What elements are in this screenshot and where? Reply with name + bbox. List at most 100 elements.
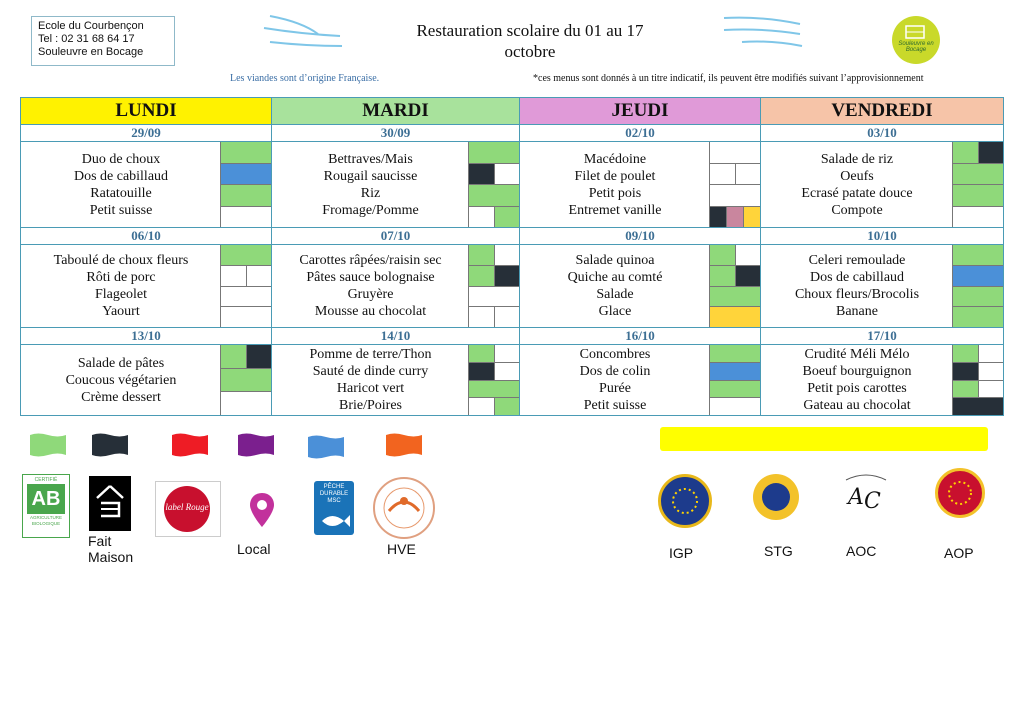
label-tags [952, 142, 1003, 227]
day-header-jeudi: JEUDI [519, 97, 761, 125]
aoc-mark-icon: A C [845, 474, 887, 514]
label-tag-green [953, 307, 1003, 327]
label-tag-blue [221, 163, 271, 184]
page-title: Restauration scolaire du 01 au 17 octobr… [380, 20, 680, 62]
dish-list: Concombres Dos de colin Purée Petit suisse [520, 345, 710, 415]
dish-name: Duo de choux [81, 151, 161, 167]
label-tag-pink [726, 206, 743, 227]
label-tag-white [469, 398, 494, 415]
label-tags [468, 345, 519, 415]
tag-row [221, 345, 271, 369]
tag-row [469, 362, 519, 381]
dish-name: Petit suisse [89, 202, 153, 218]
dish-name: Fromage/Pomme [322, 202, 419, 218]
hve-emblem-icon [383, 487, 425, 529]
label-tags [468, 142, 519, 227]
label-tag-white [977, 380, 1003, 398]
label-tag-white [221, 307, 271, 327]
label-tag-blue [953, 265, 1003, 286]
school-phone: Tel : 02 31 68 64 17 [38, 33, 135, 45]
label-tag-green [469, 345, 494, 362]
label-tag-yellow [710, 307, 760, 327]
tag-row [710, 362, 760, 381]
label-tag-black [469, 163, 494, 184]
tag-row [221, 245, 271, 266]
tag-row [710, 345, 760, 363]
label-tag-green [710, 265, 735, 286]
yellow-highlight-bar [660, 427, 988, 451]
weekly-menu-table: LUNDI MARDI JEUDI VENDREDI 29/09 30/09 02/10 03… [20, 97, 1004, 416]
label-tag-green [221, 368, 271, 392]
tag-row [710, 286, 760, 308]
label-tag-green [221, 185, 271, 206]
town-logo-icon [905, 25, 925, 39]
tag-row [469, 380, 519, 399]
menu-date: 17/10 [760, 327, 1004, 345]
label-tag-green [469, 142, 519, 163]
map-pin-icon [250, 493, 274, 527]
label-tags [709, 245, 760, 327]
tag-row [469, 265, 519, 287]
day-menu-cell: Taboulé de choux fleurs Rôti de porc Flage… [20, 244, 272, 328]
label-tags [220, 345, 271, 416]
tag-row [469, 286, 519, 308]
label-tag-green [493, 206, 519, 227]
label-tags [220, 245, 271, 327]
dish-name: Crème dessert [81, 389, 161, 405]
label-tags [220, 142, 271, 227]
igp-seal [658, 474, 712, 528]
hve-logo [373, 477, 435, 539]
day-menu-cell: Pomme de terre/Thon Sauté de dinde curry H… [271, 344, 520, 416]
dish-name: Concombres [579, 347, 651, 362]
label-tag-white [221, 265, 246, 286]
red-flag-icon [172, 433, 208, 457]
label-tag-white [493, 307, 519, 327]
tag-row [953, 362, 1003, 381]
label-tags [709, 345, 760, 415]
label-tag-yellow [743, 206, 760, 227]
day-menu-cell: Carottes râpées/raisin sec Pâtes sauce bo… [271, 244, 520, 328]
day-header-lundi: LUNDI [20, 97, 272, 125]
tag-row [953, 163, 1003, 185]
label-tag-white [493, 362, 519, 380]
dish-list: Celeri remoulade Dos de cabillaud Choux fl… [761, 245, 953, 327]
label-tag-black [953, 362, 978, 380]
menu-date: 06/10 [20, 227, 272, 245]
aop-label: AOP [944, 545, 974, 561]
label-tag-white [977, 362, 1003, 380]
dish-name: Pomme de terre/Thon [309, 347, 432, 362]
dish-name: Flageolet [94, 287, 148, 302]
label-tag-white [469, 206, 494, 227]
svg-text:C: C [864, 489, 881, 514]
souleuvre-logo: Souleuvre en Bocage [892, 16, 940, 64]
dish-name: Crudité Méli Mélo [804, 347, 910, 362]
dish-name: Yaourt [102, 304, 140, 319]
tag-row [953, 142, 1003, 164]
msc-text: PÊCHE DURABLE MSC [319, 484, 349, 504]
label-tag-white [734, 245, 760, 265]
menu-date: 16/10 [519, 327, 761, 345]
label-rouge-logo: label Rouge [155, 481, 221, 537]
tag-row [221, 368, 271, 393]
menu-date: 14/10 [271, 327, 520, 345]
dish-name: Entremet vanille [568, 202, 662, 218]
menu-date: 02/10 [519, 124, 761, 142]
label-tag-white [953, 206, 1003, 227]
svg-text:A: A [846, 485, 864, 510]
decorative-waves-left [263, 15, 343, 47]
aop-stars-icon [948, 481, 972, 505]
tag-row [469, 245, 519, 266]
label-tag-white [493, 245, 519, 265]
label-tags [709, 142, 760, 227]
dish-name: Ratatouille [90, 185, 152, 201]
label-tag-green [469, 380, 519, 398]
tag-row [469, 185, 519, 207]
label-tag-green [953, 163, 1003, 184]
tag-row [221, 265, 271, 287]
dish-name: Dos de cabillaud [809, 270, 905, 285]
aoc-logo: A C [838, 468, 894, 524]
day-menu-cell: Bettraves/Mais Rougail saucisse Riz Fromage… [271, 141, 520, 228]
day-menu-cell: Salade de pâtes Coucous végétarien Crème d… [20, 344, 272, 416]
tag-row [469, 345, 519, 363]
label-tag-green [953, 286, 1003, 307]
